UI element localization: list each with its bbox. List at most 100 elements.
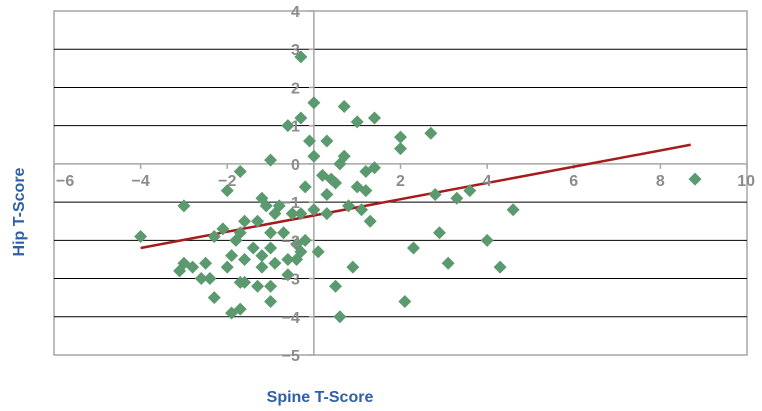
y-tick-label: 0 [291,157,300,174]
data-point [307,149,321,163]
data-point [406,241,420,255]
data-point [329,279,343,293]
y-tick-label: −3 [282,272,300,289]
x-tick-label: 4 [483,173,492,190]
y-tick-label: 1 [291,119,300,136]
data-point [346,260,360,274]
plot-area-frame [53,10,748,356]
y-tick-label: −2 [282,233,300,250]
data-point [432,226,446,240]
data-point [298,180,312,194]
x-tick-label: −6 [56,173,74,190]
data-point [238,275,252,289]
data-point [307,203,321,217]
x-tick-label: −2 [218,173,236,190]
data-point [463,184,477,198]
data-point [342,199,356,213]
data-point [368,111,382,125]
data-point [268,256,282,270]
x-axis-title: Spine T-Score [267,389,374,406]
data-point [251,214,265,228]
data-point [251,279,265,293]
data-point [320,134,334,148]
data-point [264,279,278,293]
x-tick-label: 2 [396,173,405,190]
data-point [264,226,278,240]
data-point [394,142,407,156]
data-point [333,310,347,324]
data-point [264,241,278,255]
data-point [285,207,299,221]
trendline [140,143,691,250]
data-point [238,214,252,228]
horizontal-gridlines [54,48,747,318]
data-point [394,130,407,144]
data-point [220,184,234,198]
data-point [350,115,364,129]
y-tick-label: −1 [282,195,300,212]
axes [53,10,748,356]
data-point [277,226,291,240]
data-point [303,134,317,148]
data-point [281,252,295,266]
data-point [359,184,373,198]
data-point [320,187,334,201]
data-point [264,153,278,167]
y-tick-labels: −5 −4 −3 −2 −1 0 1 2 3 4 [282,4,300,365]
data-point [337,100,351,114]
data-point [281,119,295,133]
data-point [246,241,260,255]
data-point [368,161,382,175]
x-tick-label: −4 [132,173,150,190]
data-point [255,249,269,263]
y-axis-title: Hip T-Score [11,167,28,256]
y-tick-label: −4 [282,310,300,327]
data-point [177,199,191,213]
data-point [290,252,304,266]
data-point [363,214,377,228]
x-tick-labels: −6 −4 −2 2 4 6 8 10 [56,173,755,190]
data-point [268,207,282,221]
data-point [294,111,308,125]
data-point [428,187,442,201]
data-point [216,222,230,236]
data-point [255,260,269,274]
data-point [229,233,243,247]
y-tick-label: 3 [291,42,300,59]
data-point [173,264,187,278]
data-point [264,294,278,308]
data-point [194,272,208,286]
data-point [199,256,213,270]
data-point [134,230,148,244]
data-point [186,260,200,274]
x-tick-label: 8 [656,173,665,190]
data-point [480,233,494,247]
data-point [506,203,520,217]
data-point [320,207,334,221]
data-point [311,245,325,259]
x-tick-label: 10 [737,173,755,190]
data-point [355,203,369,217]
data-point [688,172,702,186]
data-point [220,260,234,274]
y-tick-label: 4 [291,4,300,21]
data-point [294,207,308,221]
data-points [134,50,702,324]
data-point [281,268,295,282]
data-point [225,249,239,263]
data-point [398,294,412,308]
data-point [203,272,217,286]
y-tick-label: −5 [282,348,300,365]
y-tick-label: 2 [291,80,300,97]
data-point [238,252,252,266]
data-point [307,96,321,110]
data-point [329,176,343,190]
data-point [207,230,221,244]
data-point [207,291,221,305]
data-point [450,191,464,205]
data-point [259,199,273,213]
trendline-group [140,143,691,250]
data-point [333,157,347,171]
data-point [441,256,455,270]
